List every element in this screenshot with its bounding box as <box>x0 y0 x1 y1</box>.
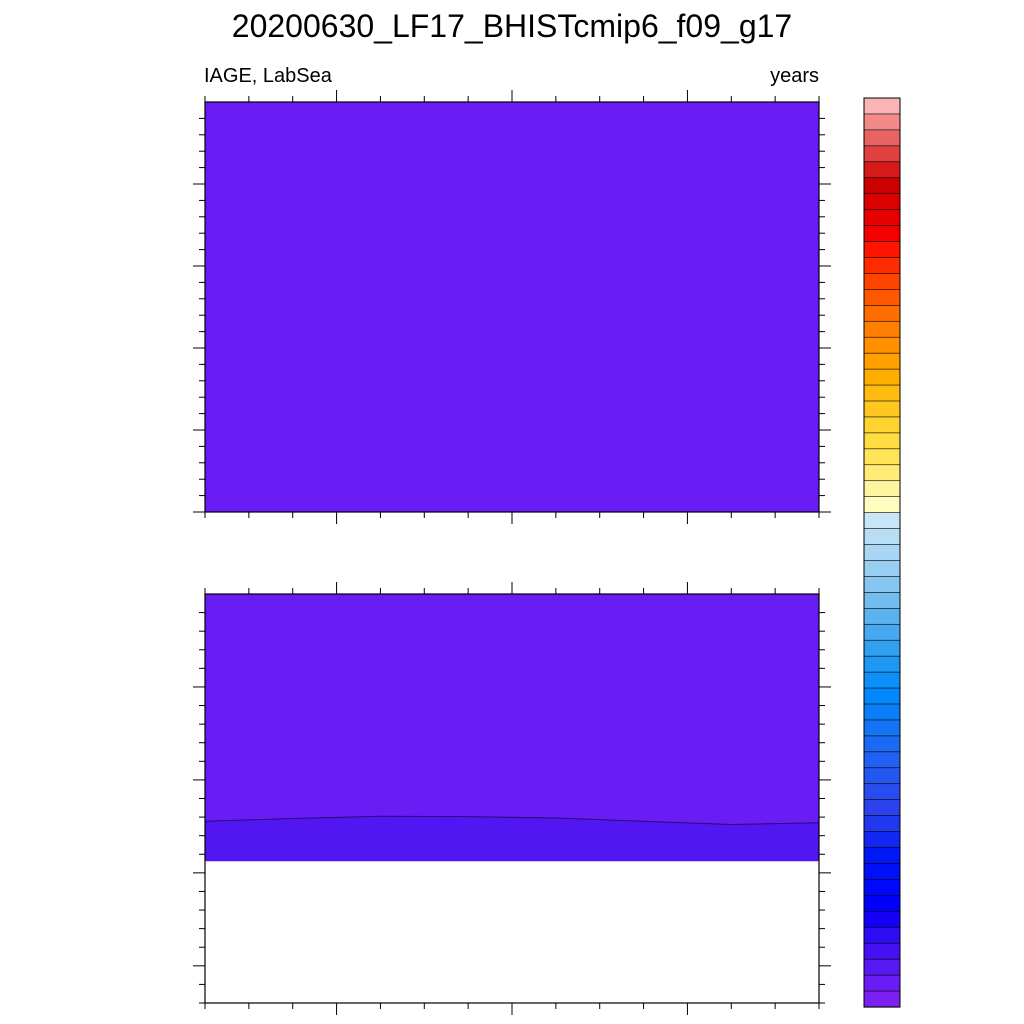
colorbar-box <box>863 958 901 976</box>
colorbar-box <box>863 528 901 546</box>
fill-region-0-100 <box>205 594 819 825</box>
colorbar-box <box>863 145 901 163</box>
colorbar-box <box>863 895 901 912</box>
colorbar-box <box>863 863 901 881</box>
colorbar-box <box>863 879 901 896</box>
chart-title: 20200630_LF17_BHISTcmip6_f09_g17 <box>232 8 792 44</box>
colorbar-box <box>863 974 901 992</box>
colorbar-box <box>863 911 901 928</box>
colorbar-box <box>863 926 901 944</box>
colorbar-box <box>863 623 901 641</box>
colorbar-box <box>863 560 901 578</box>
colorbar-frame <box>863 97 901 1008</box>
fill-region-0-100 <box>205 102 819 512</box>
colorbar-box <box>863 847 901 865</box>
colorbar-box <box>863 608 901 625</box>
colorbar-box <box>863 464 901 482</box>
colorbar-box <box>863 942 901 960</box>
colorbar-box <box>863 783 901 801</box>
colorbar-box <box>863 352 901 370</box>
colorbar-box <box>863 289 901 306</box>
colorbar-box <box>863 161 901 179</box>
colorbar-box <box>863 480 901 498</box>
colorbar-box <box>863 400 901 418</box>
colorbar-box <box>863 336 901 354</box>
colorbar-box <box>863 655 901 673</box>
upper-panel <box>193 90 831 524</box>
colorbar-box <box>863 496 901 514</box>
lower-panel <box>193 582 831 1015</box>
colorbar-box <box>863 719 901 737</box>
colorbar-box <box>863 416 901 434</box>
colorbar <box>863 97 901 1008</box>
colorbar-box <box>863 990 901 1008</box>
colorbar-box <box>863 97 901 115</box>
colorbar-box <box>863 384 901 402</box>
colorbar-box <box>863 209 901 227</box>
colorbar-box <box>863 225 901 243</box>
colorbar-box <box>863 193 901 211</box>
colorbar-box <box>863 320 901 338</box>
colorbar-box <box>863 831 901 849</box>
colorbar-box <box>863 815 901 833</box>
colorbar-box <box>863 639 901 657</box>
right-string: years <box>770 65 819 87</box>
colorbar-box <box>863 767 901 785</box>
colorbar-box <box>863 368 901 386</box>
colorbar-box <box>863 177 901 195</box>
colorbar-box <box>863 448 901 466</box>
colorbar-box <box>863 257 901 275</box>
colorbar-box <box>863 735 901 753</box>
colorbar-box <box>863 703 901 721</box>
colorbar-box <box>863 592 901 609</box>
colorbar-box <box>863 273 901 290</box>
colorbar-box <box>863 241 901 259</box>
colorbar-box <box>863 751 901 769</box>
left-string: IAGE, LabSea <box>204 65 333 87</box>
colorbar-box <box>863 576 901 593</box>
colorbar-box <box>863 687 901 705</box>
colorbar-box <box>863 671 901 689</box>
contour-line-100 <box>204 815 820 826</box>
colorbar-box <box>863 305 901 322</box>
colorbar-box <box>863 432 901 450</box>
colorbar-box <box>863 113 901 131</box>
colorbar-box <box>863 129 901 147</box>
colorbar-box <box>863 512 901 530</box>
colorbar-box <box>863 544 901 562</box>
colorbar-box <box>863 799 901 817</box>
